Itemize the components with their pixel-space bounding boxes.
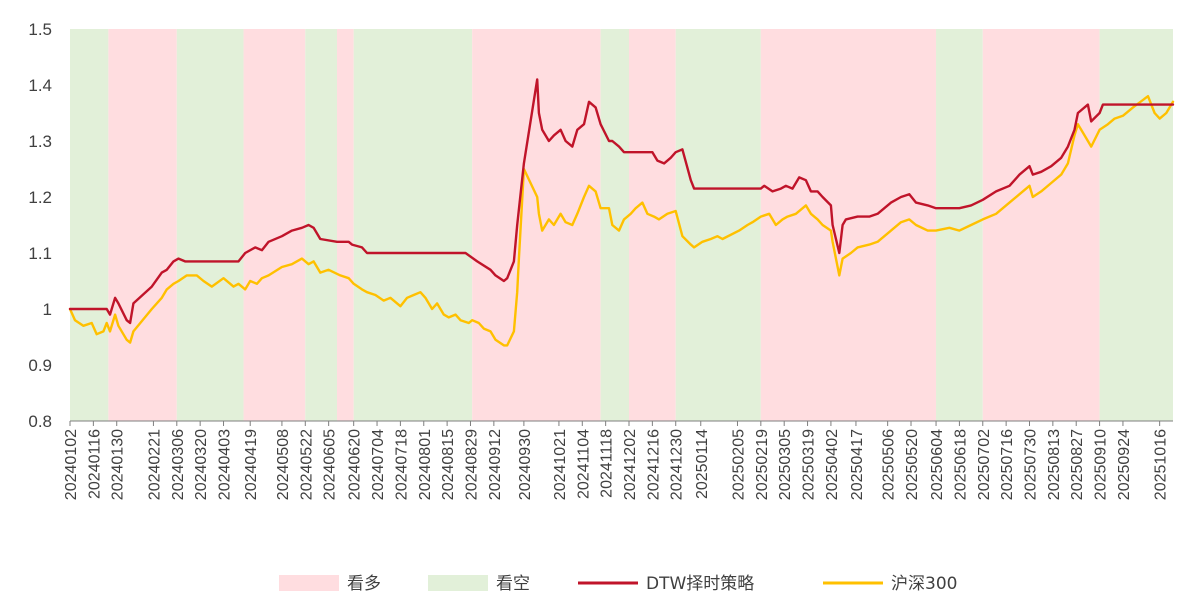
x-tick-label: 20241230 bbox=[669, 429, 686, 500]
regime-band-bearish bbox=[176, 29, 244, 421]
series-line-dtw-strategy bbox=[68, 78, 1175, 325]
legend-label: 看空 bbox=[496, 574, 530, 594]
x-tick-label: 20250305 bbox=[777, 429, 794, 500]
legend: 看多 看空 DTW择时策略 沪深300 bbox=[279, 574, 957, 594]
x-tick-label: 20240102 bbox=[63, 429, 80, 500]
x-tick-label: 20250520 bbox=[904, 429, 921, 500]
regime-band-bullish bbox=[472, 29, 601, 421]
x-tick-label: 20250730 bbox=[1022, 429, 1039, 500]
x-tick-label: 20250402 bbox=[824, 429, 841, 500]
x-tick-label: 20250702 bbox=[976, 429, 993, 500]
y-tick-label: 1.5 bbox=[28, 20, 52, 39]
legend-swatch bbox=[279, 575, 339, 591]
regime-band-bearish bbox=[600, 29, 630, 421]
x-tick-label: 20240718 bbox=[393, 429, 410, 500]
legend-swatch bbox=[428, 575, 488, 591]
x-tick-label: 20241118 bbox=[599, 429, 616, 498]
x-tick-label: 20240130 bbox=[110, 429, 127, 500]
x-tick-label: 20250319 bbox=[801, 429, 818, 500]
x-tick-label: 20240522 bbox=[298, 429, 315, 500]
x-tick-label: 20241216 bbox=[645, 429, 662, 500]
regime-band-bullish bbox=[629, 29, 676, 421]
regime-band-bearish bbox=[70, 29, 109, 421]
x-tick-label: 20240704 bbox=[370, 429, 387, 500]
y-tick-label: 1.2 bbox=[28, 188, 52, 207]
series-line-csi300 bbox=[68, 95, 1175, 347]
x-tick-label: 20250813 bbox=[1046, 429, 1063, 500]
x-tick-label: 20240221 bbox=[146, 429, 163, 500]
x-tick-label: 20251016 bbox=[1153, 429, 1170, 500]
regime-band-bullish bbox=[108, 29, 177, 421]
x-tick-label: 20240912 bbox=[487, 429, 504, 500]
y-tick-label: 1.3 bbox=[28, 132, 52, 151]
y-tick-label: 1 bbox=[43, 300, 52, 319]
x-tick-label: 20241021 bbox=[552, 429, 569, 500]
x-tick-label: 20240930 bbox=[517, 429, 534, 500]
x-tick-label: 20250924 bbox=[1116, 429, 1133, 500]
x-tick-label: 20250604 bbox=[929, 429, 946, 500]
x-tick-label: 20240403 bbox=[217, 429, 234, 500]
x-tick-label: 20250219 bbox=[754, 429, 771, 500]
regime-band-bearish bbox=[353, 29, 473, 421]
regime-band-bullish bbox=[336, 29, 354, 421]
series-lines bbox=[68, 78, 1175, 347]
x-tick-label: 20250506 bbox=[881, 429, 898, 500]
legend-label: 看多 bbox=[347, 574, 381, 594]
x-tick-label: 20250827 bbox=[1069, 429, 1086, 500]
x-tick-label: 20241202 bbox=[622, 429, 639, 500]
x-tick-label: 20250618 bbox=[952, 429, 969, 500]
regime-band-bearish bbox=[1099, 29, 1173, 421]
x-tick-label: 20240508 bbox=[275, 429, 292, 500]
x-tick-label: 20250205 bbox=[730, 429, 747, 500]
x-tick-label: 20240320 bbox=[193, 429, 210, 500]
x-tick-label: 20250417 bbox=[849, 429, 866, 500]
x-tick-label: 20241104 bbox=[575, 429, 592, 499]
regime-band-bullish bbox=[243, 29, 306, 421]
y-axis: 0.8 0.9 1 1.1 1.2 1.3 1.4 1.5 bbox=[28, 20, 52, 431]
x-tick-label: 20250716 bbox=[999, 429, 1016, 500]
regime-band-bullish bbox=[982, 29, 1100, 421]
y-tick-label: 1.1 bbox=[28, 244, 52, 263]
x-tick-label: 20240306 bbox=[170, 429, 187, 500]
regime-band-bearish bbox=[936, 29, 983, 421]
regime-band-bullish bbox=[760, 29, 937, 421]
y-tick-label: 0.9 bbox=[28, 356, 52, 375]
x-tick-label: 20240419 bbox=[243, 429, 260, 500]
x-tick-label: 20240620 bbox=[347, 429, 364, 500]
x-tick-label: 20250910 bbox=[1093, 429, 1110, 500]
x-tick-label: 20240815 bbox=[440, 429, 457, 500]
x-axis: 20240102 20240116 20240130 20240221 20240306… bbox=[63, 420, 1173, 500]
legend-label: 沪深300 bbox=[891, 574, 957, 594]
x-tick-label: 20250114 bbox=[694, 429, 711, 499]
x-tick-label: 20240829 bbox=[463, 429, 480, 500]
y-tick-label: 1.4 bbox=[28, 76, 52, 95]
x-tick-label: 20240605 bbox=[322, 429, 339, 500]
x-tick-label: 20240116 bbox=[86, 429, 103, 499]
legend-label: DTW择时策略 bbox=[646, 574, 754, 594]
x-tick-label: 20240801 bbox=[417, 429, 434, 500]
y-tick-label: 0.8 bbox=[28, 412, 52, 431]
